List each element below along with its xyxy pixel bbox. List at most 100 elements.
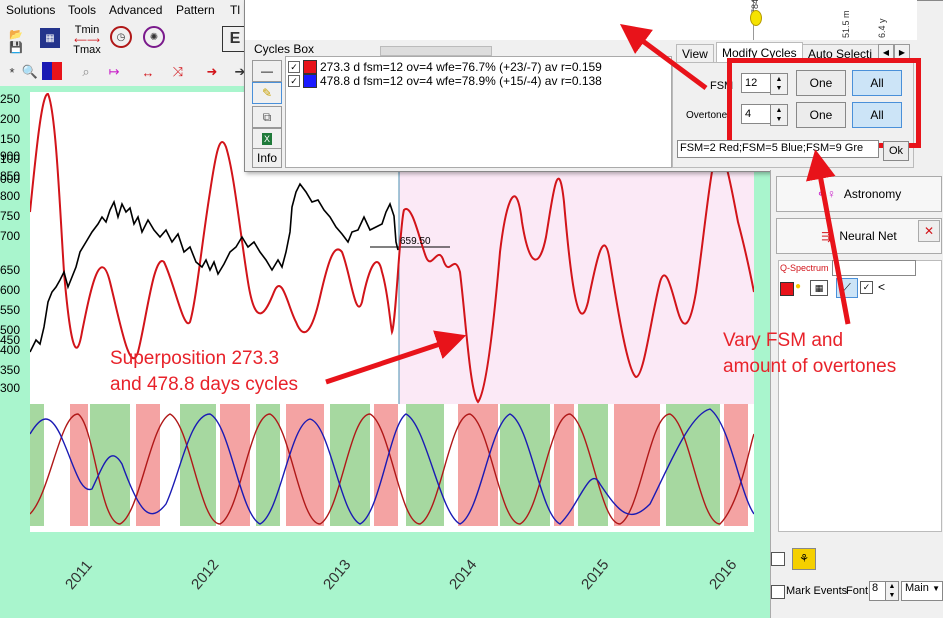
arrow-tool-icon[interactable]: ➔ — [234, 64, 246, 79]
up-arrow-icon[interactable]: ▲ — [888, 583, 896, 590]
right-panel-checkbox[interactable] — [771, 552, 785, 566]
q-spectrum-input[interactable] — [832, 260, 916, 276]
clock-icon[interactable]: ◷ — [110, 26, 132, 48]
note-line: Superposition 273.3 — [110, 348, 280, 369]
tmin-tmax-button[interactable]: Tmin ⟵⟶ Tmax — [68, 23, 106, 56]
zoom-out-icon[interactable]: ⌕ — [82, 64, 90, 79]
green-band — [406, 404, 444, 526]
excel-button[interactable]: X — [252, 128, 282, 150]
save-icon[interactable]: 💾 — [9, 41, 23, 54]
arrow-right-icon[interactable]: ➜ — [206, 64, 218, 79]
cycle-checkbox[interactable]: ✓ — [288, 61, 300, 73]
fsm-stepper[interactable]: ▲ ▼ — [770, 73, 788, 95]
open-folder-icon[interactable]: 📂 — [9, 28, 23, 41]
astronomy-button[interactable]: ⚭♀ Astronomy — [776, 176, 942, 212]
red-band — [554, 404, 574, 526]
menu-tl[interactable]: Tl — [230, 3, 240, 17]
down-arrow-icon[interactable]: ▼ — [775, 85, 783, 92]
wheel-icon[interactable]: ✺ — [143, 26, 165, 48]
copy-button[interactable]: ⧉ — [252, 106, 282, 128]
cycles-list: ✓ 273.3 d fsm=12 ov=4 wfe=76.7% (+23/-7)… — [285, 56, 672, 168]
blue-cycle-line — [30, 408, 754, 525]
down-arrow-icon[interactable]: ▼ — [888, 592, 896, 599]
price-line — [30, 182, 399, 353]
down-arrow-icon[interactable]: ▼ — [775, 116, 783, 123]
excel-icon: X — [261, 133, 272, 145]
neural-net-icon: ⇶ — [821, 229, 832, 243]
menu-solutions[interactable]: Solutions — [6, 3, 56, 17]
menu-tools[interactable]: Tools — [68, 3, 97, 17]
red-swatch[interactable] — [780, 282, 794, 296]
menu-pattern[interactable]: Pattern — [176, 3, 215, 17]
overtones-all-button[interactable]: All — [852, 102, 902, 128]
green-band — [500, 404, 550, 526]
y-axis-labels: 900 850 800 750 700 650 600 550 500 450 … — [0, 0, 30, 400]
cross-arrows-icon[interactable]: ⤨ — [172, 64, 184, 79]
overtones-one-button[interactable]: One — [796, 102, 846, 128]
menu-advanced[interactable]: Advanced — [109, 3, 163, 17]
fsm-all-button[interactable]: All — [852, 70, 902, 96]
chevron-down-icon: ▼ — [932, 584, 940, 593]
overtones-stepper[interactable]: ▲ ▼ — [770, 104, 788, 126]
arrow-to-fsm-controls — [806, 149, 851, 325]
ok-button[interactable]: Ok — [883, 141, 909, 161]
double-arrow-icon[interactable]: ↔ — [141, 64, 155, 80]
font-size-input[interactable]: 8 — [869, 581, 887, 601]
info-button[interactable]: Info — [252, 148, 282, 168]
note-line: amount of overtones — [723, 356, 897, 377]
minus-icon: — — [261, 64, 273, 78]
spectrum-checkbox[interactable]: ✓ — [860, 281, 873, 294]
green-band — [90, 404, 130, 526]
font-size-stepper[interactable]: ▲ ▼ — [885, 581, 899, 601]
edit-button[interactable]: ✎ — [252, 82, 282, 104]
tab-view[interactable]: View — [676, 44, 714, 63]
cycle-checkbox[interactable]: ✓ — [288, 75, 300, 87]
up-arrow-icon[interactable]: ▲ — [775, 76, 783, 83]
phase-bands — [30, 404, 748, 526]
sun-icon[interactable]: ● — [795, 281, 802, 292]
cycle-color-swatch[interactable] — [303, 60, 317, 74]
neural-net-close-icon[interactable]: ✕ — [918, 220, 940, 242]
arrow-to-modify-tab — [619, 24, 708, 91]
mark-events-label: Mark Events — [786, 585, 848, 597]
y-tick: 650 — [0, 263, 21, 277]
y-tick: 600 — [0, 283, 21, 297]
main-select-value: Main — [905, 582, 929, 594]
green-band — [256, 404, 280, 526]
character-icon[interactable]: ⚘ — [792, 548, 816, 570]
copy-icon: ⧉ — [262, 109, 272, 124]
price-chart-svg: 659.50 — [30, 92, 754, 404]
y-tick: 850 — [0, 169, 21, 183]
y-tick: 550 — [0, 303, 21, 317]
projection-line — [30, 92, 754, 404]
fsm-input[interactable]: 12 — [741, 73, 771, 93]
q-spectrum-panel — [778, 260, 942, 532]
neural-net-label: Neural Net — [839, 229, 897, 243]
y-tick: 450 — [0, 333, 21, 347]
overtones-label: Overtones — [686, 110, 733, 121]
color-swap-icon[interactable] — [42, 62, 62, 80]
main-select[interactable]: Main ▼ — [901, 581, 943, 601]
stretch-icon[interactable]: ↦ — [108, 64, 120, 79]
fsm-one-button[interactable]: One — [796, 70, 846, 96]
paint-brush-icon: ✎ — [261, 86, 273, 100]
asterisk-icon[interactable]: * — [9, 64, 15, 80]
cycle-row-blue[interactable]: ✓ 478.8 d fsm=12 ov=4 wfe=78.9% (+15/-4)… — [288, 74, 602, 88]
note-line: and 478.8 days cycles — [110, 374, 299, 395]
superposition-note: Superposition 273.3 and 478.8 days cycle… — [110, 346, 298, 398]
y-tick: 100 — [0, 152, 21, 166]
green-band — [330, 404, 370, 526]
neural-net-button[interactable]: ⇶ Neural Net — [776, 218, 942, 254]
up-arrow-icon[interactable]: ▲ — [775, 107, 783, 114]
mark-events-checkbox[interactable] — [771, 585, 785, 599]
y-tick: 400 — [0, 343, 21, 357]
chart-settings-icon[interactable]: ▦ — [40, 28, 60, 48]
collapse-button[interactable]: — — [252, 60, 282, 82]
zoom-icon[interactable]: 🔍 — [21, 64, 39, 79]
grid-icon[interactable]: ▦ — [810, 280, 828, 296]
projection-area — [399, 168, 754, 404]
cycles-box-scroll[interactable] — [380, 46, 492, 56]
cycle-row-red[interactable]: ✓ 273.3 d fsm=12 ov=4 wfe=76.7% (+23/-7)… — [288, 60, 602, 74]
tab-modify-cycles[interactable]: Modify Cycles — [716, 42, 803, 63]
cycle-color-swatch[interactable] — [303, 74, 317, 88]
